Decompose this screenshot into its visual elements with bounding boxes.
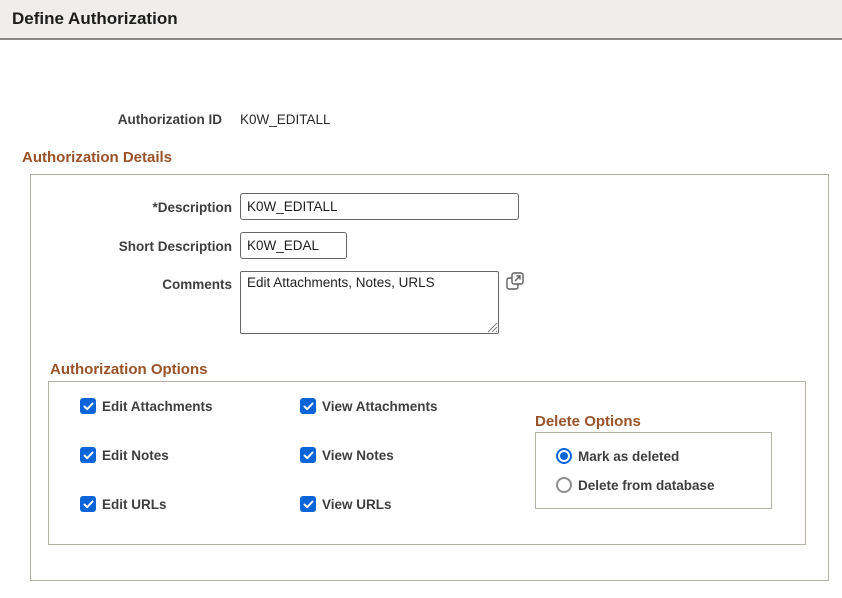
expand-window-icon bbox=[506, 272, 524, 290]
checkbox-view-attachments[interactable]: View Attachments bbox=[300, 397, 438, 415]
authorization-id-label: Authorization ID bbox=[117, 112, 222, 127]
comments-label: Comments bbox=[162, 277, 232, 292]
radio-delete-from-database[interactable]: Delete from database bbox=[556, 476, 715, 494]
checked-checkbox-icon bbox=[80, 496, 96, 512]
checkmark-icon bbox=[303, 451, 313, 459]
page-title: Define Authorization bbox=[12, 9, 178, 28]
radio-label: Delete from database bbox=[578, 477, 715, 493]
checked-checkbox-icon bbox=[80, 447, 96, 463]
checkmark-icon bbox=[303, 500, 313, 508]
checked-checkbox-icon bbox=[300, 398, 316, 414]
checked-checkbox-icon bbox=[300, 447, 316, 463]
checkbox-edit-urls[interactable]: Edit URLs bbox=[80, 495, 167, 513]
checkbox-label: Edit Attachments bbox=[102, 398, 213, 414]
page-header: Define Authorization bbox=[0, 0, 842, 40]
authorization-options-heading: Authorization Options bbox=[50, 361, 208, 378]
description-label: *Description bbox=[152, 200, 232, 215]
comments-textarea[interactable]: Edit Attachments, Notes, URLS bbox=[240, 271, 499, 334]
checked-checkbox-icon bbox=[80, 398, 96, 414]
checkbox-edit-attachments[interactable]: Edit Attachments bbox=[80, 397, 213, 415]
checkmark-icon bbox=[83, 451, 93, 459]
radio-mark-as-deleted[interactable]: Mark as deleted bbox=[556, 447, 679, 465]
checkbox-label: View Attachments bbox=[322, 398, 438, 414]
short-description-input[interactable] bbox=[240, 232, 347, 259]
short-description-label: Short Description bbox=[118, 239, 232, 254]
checkbox-view-notes[interactable]: View Notes bbox=[300, 446, 394, 464]
authorization-id-value: K0W_EDITALL bbox=[240, 112, 331, 127]
checkbox-label: View Notes bbox=[322, 447, 394, 463]
checkmark-icon bbox=[83, 500, 93, 508]
checked-checkbox-icon bbox=[300, 496, 316, 512]
delete-options-heading: Delete Options bbox=[535, 413, 641, 430]
authorization-details-heading: Authorization Details bbox=[22, 149, 173, 166]
checkbox-label: View URLs bbox=[322, 496, 392, 512]
checkbox-view-urls[interactable]: View URLs bbox=[300, 495, 392, 513]
radio-selected-icon bbox=[556, 448, 572, 464]
checkbox-edit-notes[interactable]: Edit Notes bbox=[80, 446, 169, 464]
radio-label: Mark as deleted bbox=[578, 448, 680, 464]
radio-unselected-icon bbox=[556, 477, 572, 493]
checkbox-label: Edit Notes bbox=[102, 447, 169, 463]
checkbox-label: Edit URLs bbox=[102, 496, 167, 512]
delete-options-box bbox=[535, 432, 772, 509]
checkmark-icon bbox=[303, 402, 313, 410]
description-input[interactable] bbox=[240, 193, 519, 220]
expand-comments-button[interactable] bbox=[505, 271, 525, 291]
checkmark-icon bbox=[83, 402, 93, 410]
